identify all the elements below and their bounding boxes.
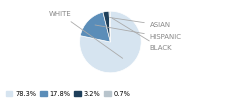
- Text: BLACK: BLACK: [112, 18, 172, 51]
- Wedge shape: [80, 12, 110, 42]
- Legend: 78.3%, 17.8%, 3.2%, 0.7%: 78.3%, 17.8%, 3.2%, 0.7%: [6, 91, 131, 97]
- Wedge shape: [80, 11, 141, 73]
- Text: WHITE: WHITE: [49, 11, 123, 58]
- Wedge shape: [109, 11, 110, 42]
- Text: HISPANIC: HISPANIC: [95, 25, 182, 40]
- Wedge shape: [103, 11, 110, 42]
- Text: ASIAN: ASIAN: [109, 17, 171, 28]
